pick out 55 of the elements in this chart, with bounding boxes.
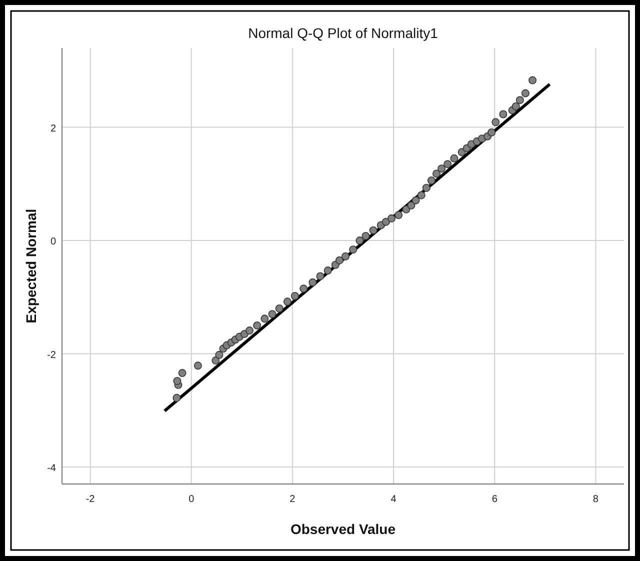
point	[172, 394, 181, 402]
point	[521, 89, 530, 98]
point	[412, 196, 420, 204]
x-tick-label: -2	[86, 494, 96, 505]
x-tick-label: 2	[290, 494, 296, 505]
point	[194, 362, 202, 370]
y-tick-label: -4	[47, 463, 56, 474]
point	[212, 356, 220, 365]
point	[369, 226, 378, 234]
point	[300, 284, 308, 293]
point	[422, 184, 430, 192]
x-axis-title: Observed Value	[290, 521, 396, 537]
point	[178, 369, 186, 378]
x-tick-label: 8	[592, 494, 599, 505]
point	[316, 272, 324, 280]
point	[253, 321, 262, 330]
y-tick-label: 0	[50, 236, 56, 248]
point	[246, 326, 254, 335]
point	[512, 102, 520, 110]
point	[173, 376, 182, 385]
point	[260, 314, 269, 323]
point	[308, 278, 317, 286]
point	[362, 232, 370, 240]
point	[528, 76, 537, 84]
point	[488, 128, 496, 136]
x-tick-label: 6	[492, 494, 498, 505]
y-axis-title: Expected Normal	[23, 208, 39, 324]
point	[432, 170, 440, 178]
point	[417, 191, 426, 200]
point	[394, 211, 403, 220]
point	[407, 201, 416, 210]
point	[438, 164, 446, 173]
point	[492, 118, 500, 126]
point	[516, 96, 524, 104]
point	[427, 176, 436, 184]
point	[444, 160, 452, 168]
chart-title: Normal Q-Q Plot of Normality1	[248, 25, 438, 41]
point	[290, 292, 299, 300]
point	[499, 110, 508, 118]
point	[335, 256, 344, 264]
point	[356, 236, 364, 245]
y-tick-label: 2	[50, 123, 56, 134]
point	[215, 350, 224, 359]
point	[382, 218, 390, 226]
point	[388, 214, 396, 222]
x-tick-label: 0	[188, 494, 195, 505]
point	[450, 154, 458, 162]
x-tick-label: 4	[390, 494, 397, 505]
point	[342, 252, 350, 260]
point	[268, 310, 276, 318]
point	[324, 266, 332, 275]
point	[275, 304, 284, 312]
y-tick-label: -2	[47, 350, 56, 361]
point	[283, 298, 292, 306]
point	[349, 246, 358, 254]
